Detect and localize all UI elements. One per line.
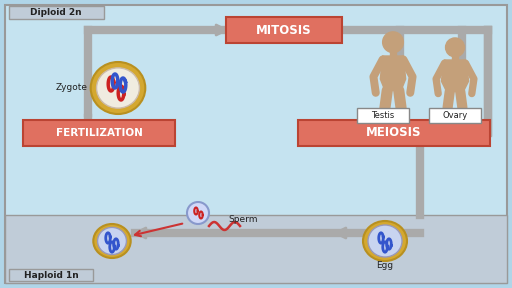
FancyBboxPatch shape [429,108,481,123]
FancyBboxPatch shape [23,120,175,146]
Text: Haploid 1n: Haploid 1n [24,270,78,279]
Text: Ovary: Ovary [442,111,467,120]
Ellipse shape [368,225,402,257]
Text: FERTILIZATION: FERTILIZATION [56,128,142,138]
FancyBboxPatch shape [298,120,490,146]
Text: Egg: Egg [376,261,394,270]
Polygon shape [441,60,468,92]
Bar [452,48,458,60]
Polygon shape [380,56,406,90]
FancyBboxPatch shape [357,108,409,123]
Text: MEIOSIS: MEIOSIS [366,126,422,139]
FancyBboxPatch shape [226,17,342,43]
Text: Sperm: Sperm [228,215,258,225]
Bar [9,269,93,281]
Circle shape [187,202,209,224]
Text: Testis: Testis [371,111,395,120]
Ellipse shape [97,68,139,108]
Text: MITOSIS: MITOSIS [256,24,312,37]
Circle shape [445,38,464,57]
Ellipse shape [98,228,126,255]
Bar [390,42,396,56]
Ellipse shape [363,221,407,261]
Text: Diploid 2n: Diploid 2n [30,8,82,17]
Circle shape [382,32,403,52]
Text: Zygote: Zygote [56,82,88,92]
Ellipse shape [91,62,145,114]
Bar [9,6,104,19]
Bar [5,215,507,283]
Ellipse shape [93,224,131,258]
